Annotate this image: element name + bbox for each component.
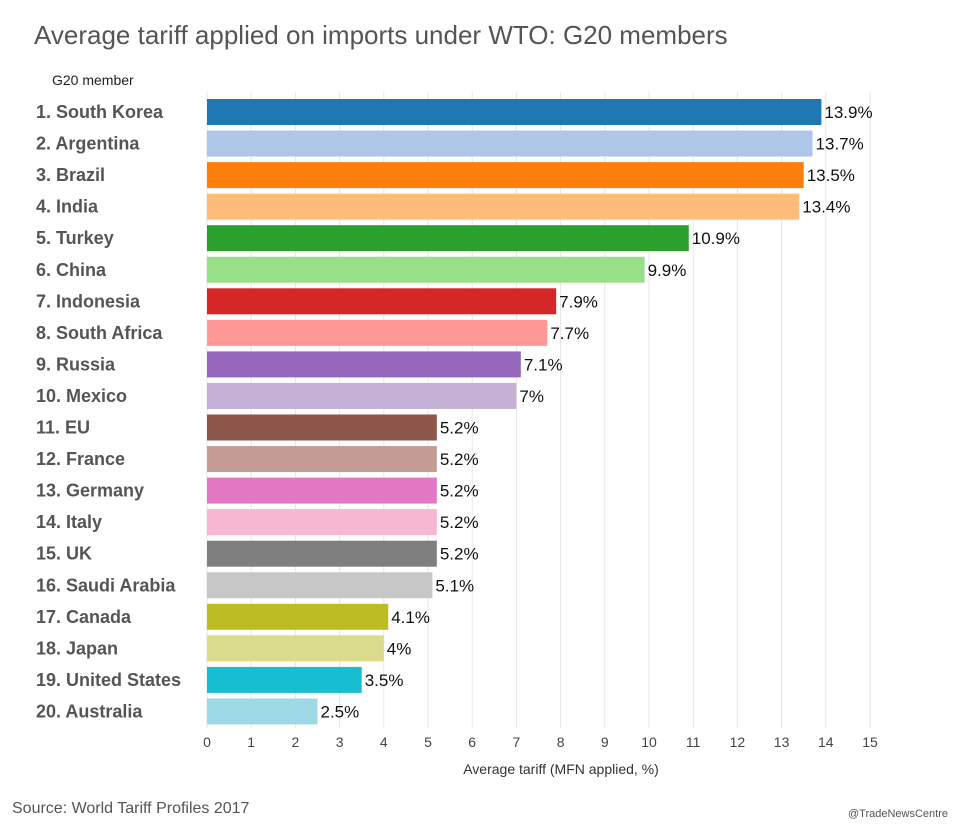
bar — [207, 256, 645, 283]
x-tick-label: 11 — [686, 734, 701, 750]
data-label: 3.5% — [365, 671, 404, 690]
data-label: 5.2% — [440, 482, 479, 501]
x-tick-label: 6 — [468, 734, 476, 750]
bar — [207, 99, 822, 125]
x-tick-label: 0 — [203, 734, 211, 750]
category-label: 10. Mexico — [36, 386, 127, 406]
category-label: 4. India — [36, 197, 99, 217]
bar — [207, 509, 437, 536]
category-label: 6. China — [36, 260, 107, 280]
data-labels: 13.9% 13.7% 13.5% 13.4% 10.9% 9.9% 7.9% 7.7% 7.1… — [321, 103, 873, 721]
category-label: 5. Turkey — [36, 228, 114, 248]
x-tick-label: 12 — [730, 734, 746, 750]
data-label: 4.1% — [391, 608, 430, 627]
bar — [207, 698, 318, 725]
x-axis-ticks: 0 1 2 3 4 5 6 7 8 9 10 11 12 13 14 15 — [203, 734, 878, 750]
bar — [207, 193, 800, 220]
category-label: 1. South Korea — [36, 102, 164, 122]
source-note: Source: World Tariff Profiles 2017 — [12, 800, 250, 817]
x-tick-label: 3 — [336, 734, 344, 750]
category-label: 15. UK — [36, 544, 92, 564]
data-label: 5.2% — [440, 513, 479, 532]
data-label: 9.9% — [648, 261, 687, 280]
x-tick-label: 2 — [292, 734, 300, 750]
data-label: 13.4% — [802, 198, 850, 217]
bar — [207, 540, 437, 567]
chart-title: Average tariff applied on imports under … — [34, 20, 728, 50]
data-label: 4% — [387, 639, 412, 658]
category-label: 2. Argentina — [36, 134, 140, 154]
bar — [207, 319, 548, 346]
bar — [207, 635, 384, 662]
bar-chart: G20 member 1. South Korea 2. Argentina 3. … — [36, 72, 878, 777]
bar — [207, 288, 557, 315]
category-label: 17. Canada — [36, 607, 132, 627]
category-label: 20. Australia — [36, 701, 143, 721]
x-tick-label: 7 — [513, 734, 521, 750]
bar — [207, 446, 437, 473]
bar — [207, 477, 437, 504]
category-label: 14. Italy — [36, 512, 102, 532]
data-label: 5.2% — [440, 545, 479, 564]
category-label: 16. Saudi Arabia — [36, 575, 176, 595]
x-tick-label: 15 — [862, 734, 878, 750]
bar — [207, 130, 813, 157]
data-label: 7.7% — [550, 324, 589, 343]
x-axis-label: Average tariff (MFN applied, %) — [463, 761, 659, 777]
category-label: 12. France — [36, 449, 125, 469]
bars — [207, 99, 822, 725]
x-tick-label: 10 — [641, 734, 657, 750]
category-label: 7. Indonesia — [36, 291, 141, 311]
category-label: 19. United States — [36, 670, 181, 690]
x-tick-label: 1 — [247, 734, 255, 750]
bar — [207, 225, 689, 252]
bar — [207, 351, 521, 378]
x-tick-label: 5 — [424, 734, 432, 750]
x-tick-label: 9 — [601, 734, 609, 750]
data-label: 13.9% — [824, 103, 872, 122]
bar — [207, 162, 804, 189]
bar — [207, 414, 437, 441]
category-label: 9. Russia — [36, 354, 116, 374]
bar — [207, 666, 362, 693]
category-label: 8. South Africa — [36, 323, 163, 343]
bar — [207, 382, 517, 409]
data-label: 7.9% — [559, 292, 598, 311]
category-labels: 1. South Korea 2. Argentina 3. Brazil 4. In… — [36, 102, 181, 721]
category-axis-header: G20 member — [52, 72, 134, 88]
bar — [207, 572, 433, 599]
credit-note: @TradeNewsCentre — [847, 808, 948, 820]
bar — [207, 603, 389, 630]
data-label: 2.5% — [321, 702, 360, 721]
data-label: 5.1% — [435, 576, 474, 595]
data-label: 13.5% — [807, 166, 855, 185]
x-tick-label: 13 — [774, 734, 790, 750]
category-label: 3. Brazil — [36, 165, 105, 185]
data-label: 13.7% — [816, 135, 864, 154]
data-label: 5.2% — [440, 419, 479, 438]
category-label: 18. Japan — [36, 638, 118, 658]
category-label: 11. EU — [36, 418, 90, 438]
data-label: 5.2% — [440, 450, 479, 469]
category-label: 13. Germany — [36, 481, 144, 501]
x-tick-label: 8 — [557, 734, 565, 750]
data-label: 7.1% — [524, 355, 563, 374]
x-tick-label: 14 — [818, 734, 834, 750]
x-tick-label: 4 — [380, 734, 388, 750]
data-label: 10.9% — [692, 229, 740, 248]
data-label: 7% — [519, 387, 544, 406]
